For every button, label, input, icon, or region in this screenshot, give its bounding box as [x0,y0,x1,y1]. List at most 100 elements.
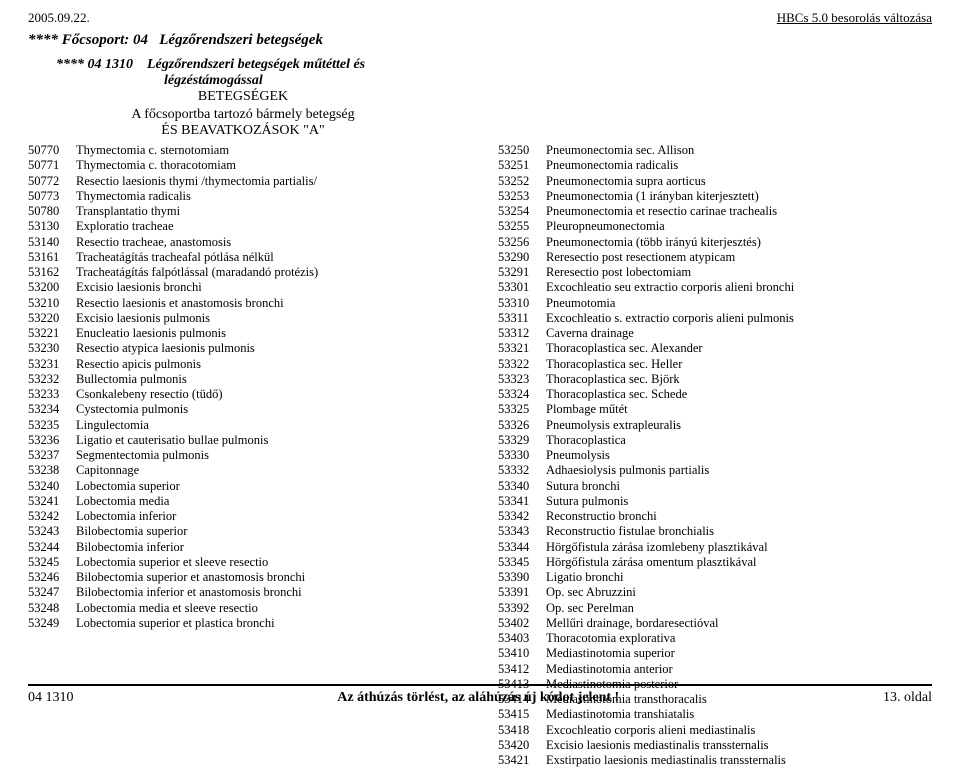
code-row: 53236Ligatio et cauterisatio bullae pulm… [28,433,458,448]
code: 53233 [28,387,76,402]
description: Excochleatio seu extractio corporis alie… [546,280,928,295]
description: Excisio laesionis pulmonis [76,311,458,326]
code: 53210 [28,296,76,311]
left-column: 50770Thymectomia c. sternotomiam50771Thy… [28,143,458,768]
code-row: 53235Lingulectomia [28,418,458,433]
description: Lobectomia superior [76,479,458,494]
code-row: 53248Lobectomia media et sleeve resectio [28,601,458,616]
code: 53290 [498,250,546,265]
code: 53310 [498,296,546,311]
code: 53240 [28,479,76,494]
description: Lobectomia inferior [76,509,458,524]
code: 53254 [498,204,546,219]
code-row: 53418Excochleatio corporis alieni medias… [498,723,928,738]
code: 53200 [28,280,76,295]
description: Bilobectomia superior et anastomosis bro… [76,570,458,585]
description: Lingulectomia [76,418,458,433]
code: 53403 [498,631,546,646]
code-row: 53421Exstirpatio laesionis mediastinalis… [498,753,928,768]
code-row: 53238Capitonnage [28,463,458,478]
description: Lobectomia superior et sleeve resectio [76,555,458,570]
code: 53415 [498,707,546,722]
description: Hörgőfistula zárása omentum plasztikával [546,555,928,570]
code: 53345 [498,555,546,570]
code-row: 53325Plombage műtét [498,402,928,417]
code: 53391 [498,585,546,600]
code-row: 53290Reresectio post resectionem atypica… [498,250,928,265]
description: Excisio laesionis bronchi [76,280,458,295]
code-row: 53329Thoracoplastica [498,433,928,448]
description: Pleuropneumonectomia [546,219,928,234]
code: 53162 [28,265,76,280]
description: Exploratio tracheae [76,219,458,234]
description: Sutura bronchi [546,479,928,494]
code: 53326 [498,418,546,433]
code: 53324 [498,387,546,402]
code-row: 53412Mediastinotomia anterior [498,662,928,677]
code-row: 53415Mediastinotomia transhiatalis [498,707,928,722]
code: 53323 [498,372,546,387]
code-row: 53130Exploratio tracheae [28,219,458,234]
code-row: 53233Csonkalebeny resectio (tüdő) [28,387,458,402]
description: Mediastinotomia transhiatalis [546,707,928,722]
code: 53321 [498,341,546,356]
description: Bullectomia pulmonis [76,372,458,387]
code: 53161 [28,250,76,265]
code-row: 53321Thoracoplastica sec. Alexander [498,341,928,356]
description: Transplantatio thymi [76,204,458,219]
code: 53291 [498,265,546,280]
code: 53255 [498,219,546,234]
code-row: 53241Lobectomia media [28,494,458,509]
code: 53410 [498,646,546,661]
code-row: 53242Lobectomia inferior [28,509,458,524]
code-row: 53200Excisio laesionis bronchi [28,280,458,295]
code: 53420 [498,738,546,753]
description: Resectio apicis pulmonis [76,357,458,372]
code: 53245 [28,555,76,570]
description: Bilobectomia inferior et anastomosis bro… [76,585,458,600]
code-row: 53246Bilobectomia superior et anastomosi… [28,570,458,585]
description: Pneumonectomia sec. Allison [546,143,928,158]
code-row: 50770Thymectomia c. sternotomiam [28,143,458,158]
description: Lobectomia media et sleeve resectio [76,601,458,616]
code-row: 53391Op. sec Abruzzini [498,585,928,600]
code-row: 50772Resectio laesionis thymi /thymectom… [28,174,458,189]
code-row: 53161Tracheatágítás tracheafal pótlása n… [28,250,458,265]
code: 53418 [498,723,546,738]
code-row: 53341Sutura pulmonis [498,494,928,509]
description: Thoracoplastica sec. Schede [546,387,928,402]
code: 53130 [28,219,76,234]
description: Sutura pulmonis [546,494,928,509]
code: 53241 [28,494,76,509]
description: Csonkalebeny resectio (tüdő) [76,387,458,402]
code: 53247 [28,585,76,600]
date: 2005.09.22. [28,10,90,26]
subgroup-header: **** 04 1310 Légzőrendszeri betegségek m… [56,57,932,73]
code-row: 53344Hörgőfistula zárása izomlebeny plas… [498,540,928,555]
code-row: 53323Thoracoplastica sec. Björk [498,372,928,387]
header-line: 2005.09.22. HBCs 5.0 besorolás változása [28,10,932,26]
code-row: 53232Bullectomia pulmonis [28,372,458,387]
code: 53237 [28,448,76,463]
code: 50772 [28,174,76,189]
description: Pneumonectomia et resectio carinae trach… [546,204,928,219]
code: 53251 [498,158,546,173]
description: Segmentectomia pulmonis [76,448,458,463]
code: 53301 [498,280,546,295]
code: 53312 [498,326,546,341]
description: Caverna drainage [546,326,928,341]
code: 53234 [28,402,76,417]
description: Tracheatágítás tracheafal pótlása nélkül [76,250,458,265]
group-prefix: **** Főcsoport: 04 [28,32,148,48]
code-row: 53345Hörgőfistula zárása omentum plaszti… [498,555,928,570]
code: 53252 [498,174,546,189]
code: 50773 [28,189,76,204]
code: 53402 [498,616,546,631]
subgroup-code: **** 04 1310 [56,57,133,72]
description: Pneumolysis [546,448,928,463]
code: 53242 [28,509,76,524]
code-row: 53247Bilobectomia inferior et anastomosi… [28,585,458,600]
code: 53256 [498,235,546,250]
code: 53235 [28,418,76,433]
code: 53248 [28,601,76,616]
